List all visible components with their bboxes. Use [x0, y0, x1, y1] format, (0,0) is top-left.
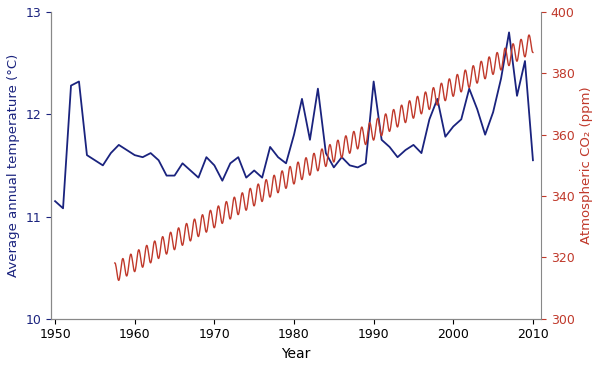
Y-axis label: Atmospheric CO₂ (ppm): Atmospheric CO₂ (ppm)	[580, 86, 593, 244]
Y-axis label: Average annual temperature (°C): Average annual temperature (°C)	[7, 54, 20, 277]
X-axis label: Year: Year	[281, 347, 311, 361]
